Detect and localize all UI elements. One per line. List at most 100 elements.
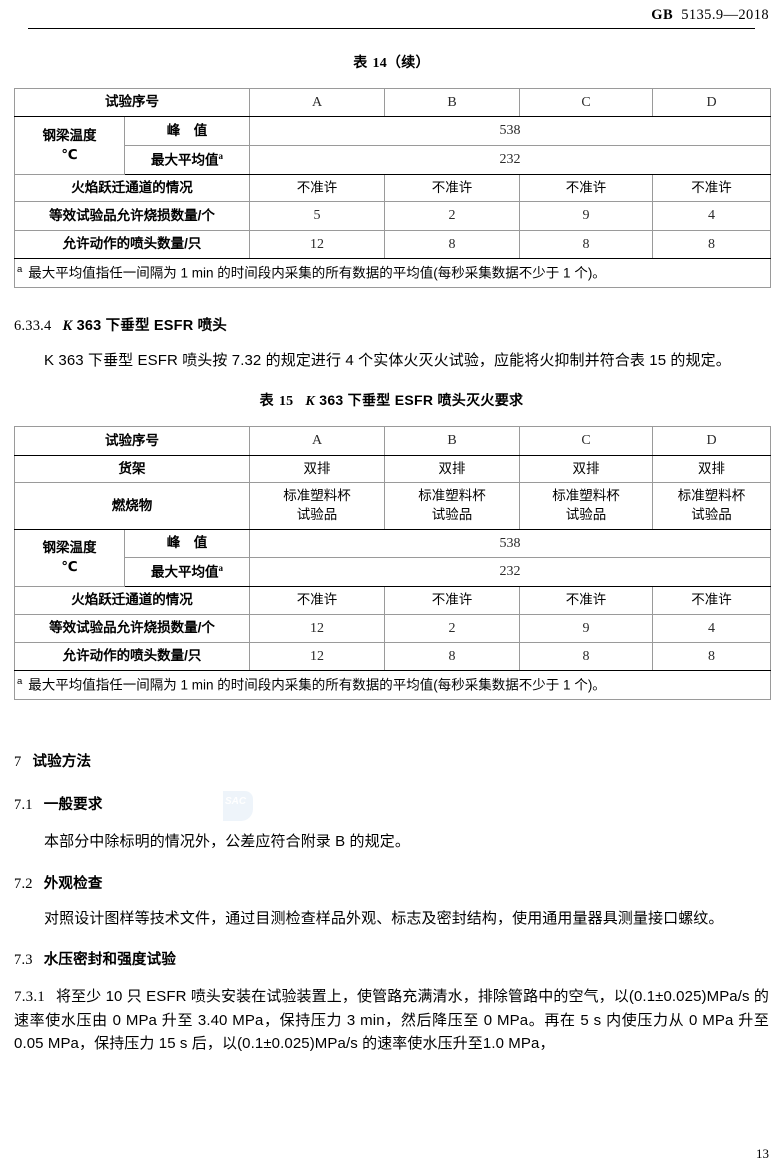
table15-row: 最大平均值a 232 [15,556,771,588]
table15-sprinklers-label: 允许动作的喷头数量/只 [14,641,250,672]
table14-maxavg-footnote-ref: a [218,150,224,161]
table15-header-row: 试验序号 A B C D [14,426,771,456]
heading-7-title: 试验方法 [32,754,92,771]
table15-flamejump-d: 不准许 [652,586,771,615]
table15-caption: 表 15 K 363 下垂型 ESFR 喷头灭火要求 [14,390,769,410]
table15-rack-c: 双排 [519,454,653,484]
table15-caption-title: 363 下垂型 ESFR 喷头灭火要求 [319,392,524,409]
table14-sprinklers-c: 8 [519,229,653,260]
table15-burnloss-c: 9 [519,613,653,643]
table14-caption-suffix: （续） [386,54,430,70]
table14-maxavg-label-text: 最大平均值 [151,152,219,168]
table15-fuel-d-line1: 标准塑料杯 [677,488,746,504]
table14-sprinklers-label: 允许动作的喷头数量/只 [14,229,250,260]
table15-col-b: B [384,426,520,456]
table15-beam-temp-label: 钢梁温度 ℃ [14,528,125,588]
table15-sprinklers-a: 12 [249,641,385,672]
table15-fuel-a-line2: 试验品 [296,506,338,522]
table14-flamejump-c: 不准许 [519,173,653,203]
table14-caption-number: 14 [372,56,387,71]
table15-caption-number: 15 [278,394,294,410]
page-number: 13 [756,1146,769,1161]
table14-flamejump-b: 不准许 [384,173,520,203]
heading-7: 7 试验方法 [14,750,769,771]
table14-footnote-row: a 最大平均值指任一间隔为 1 min 的时间段内采集的所有数据的平均值(每秒采集… [14,257,771,289]
table15-maxavg-label-text: 最大平均值 [151,564,219,580]
table15-fuel-b-line1: 标准塑料杯 [418,488,486,504]
heading-6-33-4-title: 363 下垂型 ESFR 喷头 [76,318,228,335]
heading-7-3-title: 水压密封和强度试验 [43,951,177,968]
table15-fuel-c-line1: 标准塑料杯 [552,488,620,504]
table15-flamejump-a: 不准许 [249,586,385,615]
table15-peak-label: 峰 值 [124,528,250,558]
table15-fuel-c-line2: 试验品 [565,506,607,522]
table15-maxavg-value: 232 [249,556,771,588]
table14-burnloss-c: 9 [519,201,653,231]
table14-footnote-mark: a [17,264,23,275]
table15-burnloss-a: 12 [249,613,385,643]
standard-code-prefix: GB [651,7,674,23]
table15-maxavg-footnote-ref: a [218,562,224,573]
table14-row: 最大平均值a 232 [15,144,771,175]
table14-caption-label: 表 [353,54,368,70]
table15-footnote: a 最大平均值指任一间隔为 1 min 的时间段内采集的所有数据的平均值(每秒采集… [14,670,771,701]
table15-sprinklers-b: 8 [384,641,520,672]
heading-6-33-4-number: 6.33.4 [14,318,52,335]
table14-row-header-label: 试验序号 [14,87,250,118]
table15-flamejump-c: 不准许 [519,586,653,615]
table15-rack-b: 双排 [384,454,520,484]
table15-fuel-d: 标准塑料杯 试验品 [652,482,771,530]
table15-fuel-a: 标准塑料杯 试验品 [249,482,385,530]
table15-fuel-b: 标准塑料杯 试验品 [384,482,520,530]
table15-sprinklers-d: 8 [652,641,771,672]
table15-row: 钢梁温度 ℃ 峰 值 538 [14,528,771,588]
table15-caption-k: K [305,394,316,410]
table14-burnloss-a: 5 [249,201,385,231]
table15-footnote-row: a 最大平均值指任一间隔为 1 min 的时间段内采集的所有数据的平均值(每秒采集… [14,670,771,701]
table15-sprinklers-c: 8 [519,641,653,672]
table15-fuel-c: 标准塑料杯 试验品 [519,482,653,530]
table14-burnloss-label: 等效试验品允许烧损数量/个 [14,201,250,231]
table15-footnote-text: 最大平均值指任一间隔为 1 min 的时间段内采集的所有数据的平均值(每秒采集数… [28,677,606,693]
table14-peak-value: 538 [249,116,771,146]
table14-header-row: 试验序号 A B C D [14,87,771,118]
heading-7-2-title: 外观检查 [43,875,103,892]
table14-beam-temp-unit: ℃ [61,146,78,162]
table15-fuel-a-line1: 标准塑料杯 [283,488,351,504]
table15-col-d: D [652,426,771,456]
table15-fuel-b-line2: 试验品 [431,506,473,522]
table15-row: 火焰跃迁通道的情况 不准许 不准许 不准许 不准许 [14,586,771,615]
table15-caption-label: 表 [259,392,274,409]
table14-col-b: B [384,87,520,118]
table15-rack-d: 双排 [652,454,771,484]
heading-7-1: 7.1 一般要求 [14,793,769,814]
paragraph-7-2: 对照设计图样等技术文件，通过目测检查样品外观、标志及密封结构，使用通用量器具测量… [44,909,724,927]
table15-burnloss-label: 等效试验品允许烧损数量/个 [14,613,250,643]
table14-row: 火焰跃迁通道的情况 不准许 不准许 不准许 不准许 [14,173,771,203]
table14-row: 允许动作的喷头数量/只 12 8 8 8 [14,229,771,260]
table15-row-header-label: 试验序号 [14,426,250,456]
table15-rack-a: 双排 [249,454,385,484]
table14-sprinklers-a: 12 [249,229,385,260]
table14-flamejump-label: 火焰跃迁通道的情况 [14,173,250,203]
paragraph-7-1: 本部分中除标明的情况外，公差应符合附录 B 的规定。 [44,833,410,851]
table14-col-c: C [519,87,653,118]
table15-col-a: A [249,426,385,456]
table15-beam-temp-unit: ℃ [61,558,78,574]
table15-flamejump-b: 不准许 [384,586,520,615]
table14-flamejump-a: 不准许 [249,173,385,203]
heading-7-number: 7 [14,754,22,771]
table15-row: 等效试验品允许烧损数量/个 12 2 9 4 [14,613,771,643]
heading-6-33-4-k: K [62,318,73,335]
heading-7-1-number: 7.1 [14,797,33,814]
table15: 试验序号 A B C D 货架 双排 双排 双排 双排 燃烧物 标准塑料杯 试验品… [14,426,771,701]
table14-flamejump-d: 不准许 [652,173,771,203]
table15-beam-temp-label-text: 钢梁温度 [42,540,97,556]
table14-col-d: D [652,87,771,118]
table15-maxavg-label: 最大平均值a [124,556,250,588]
running-header: GB 5135.9—2018 [14,0,769,30]
heading-7-2: 7.2 外观检查 [14,872,769,893]
table14: 试验序号 A B C D 钢梁温度 ℃ 峰 值 538 最大平均值a 232 火… [14,87,771,289]
table14-sprinklers-d: 8 [652,229,771,260]
